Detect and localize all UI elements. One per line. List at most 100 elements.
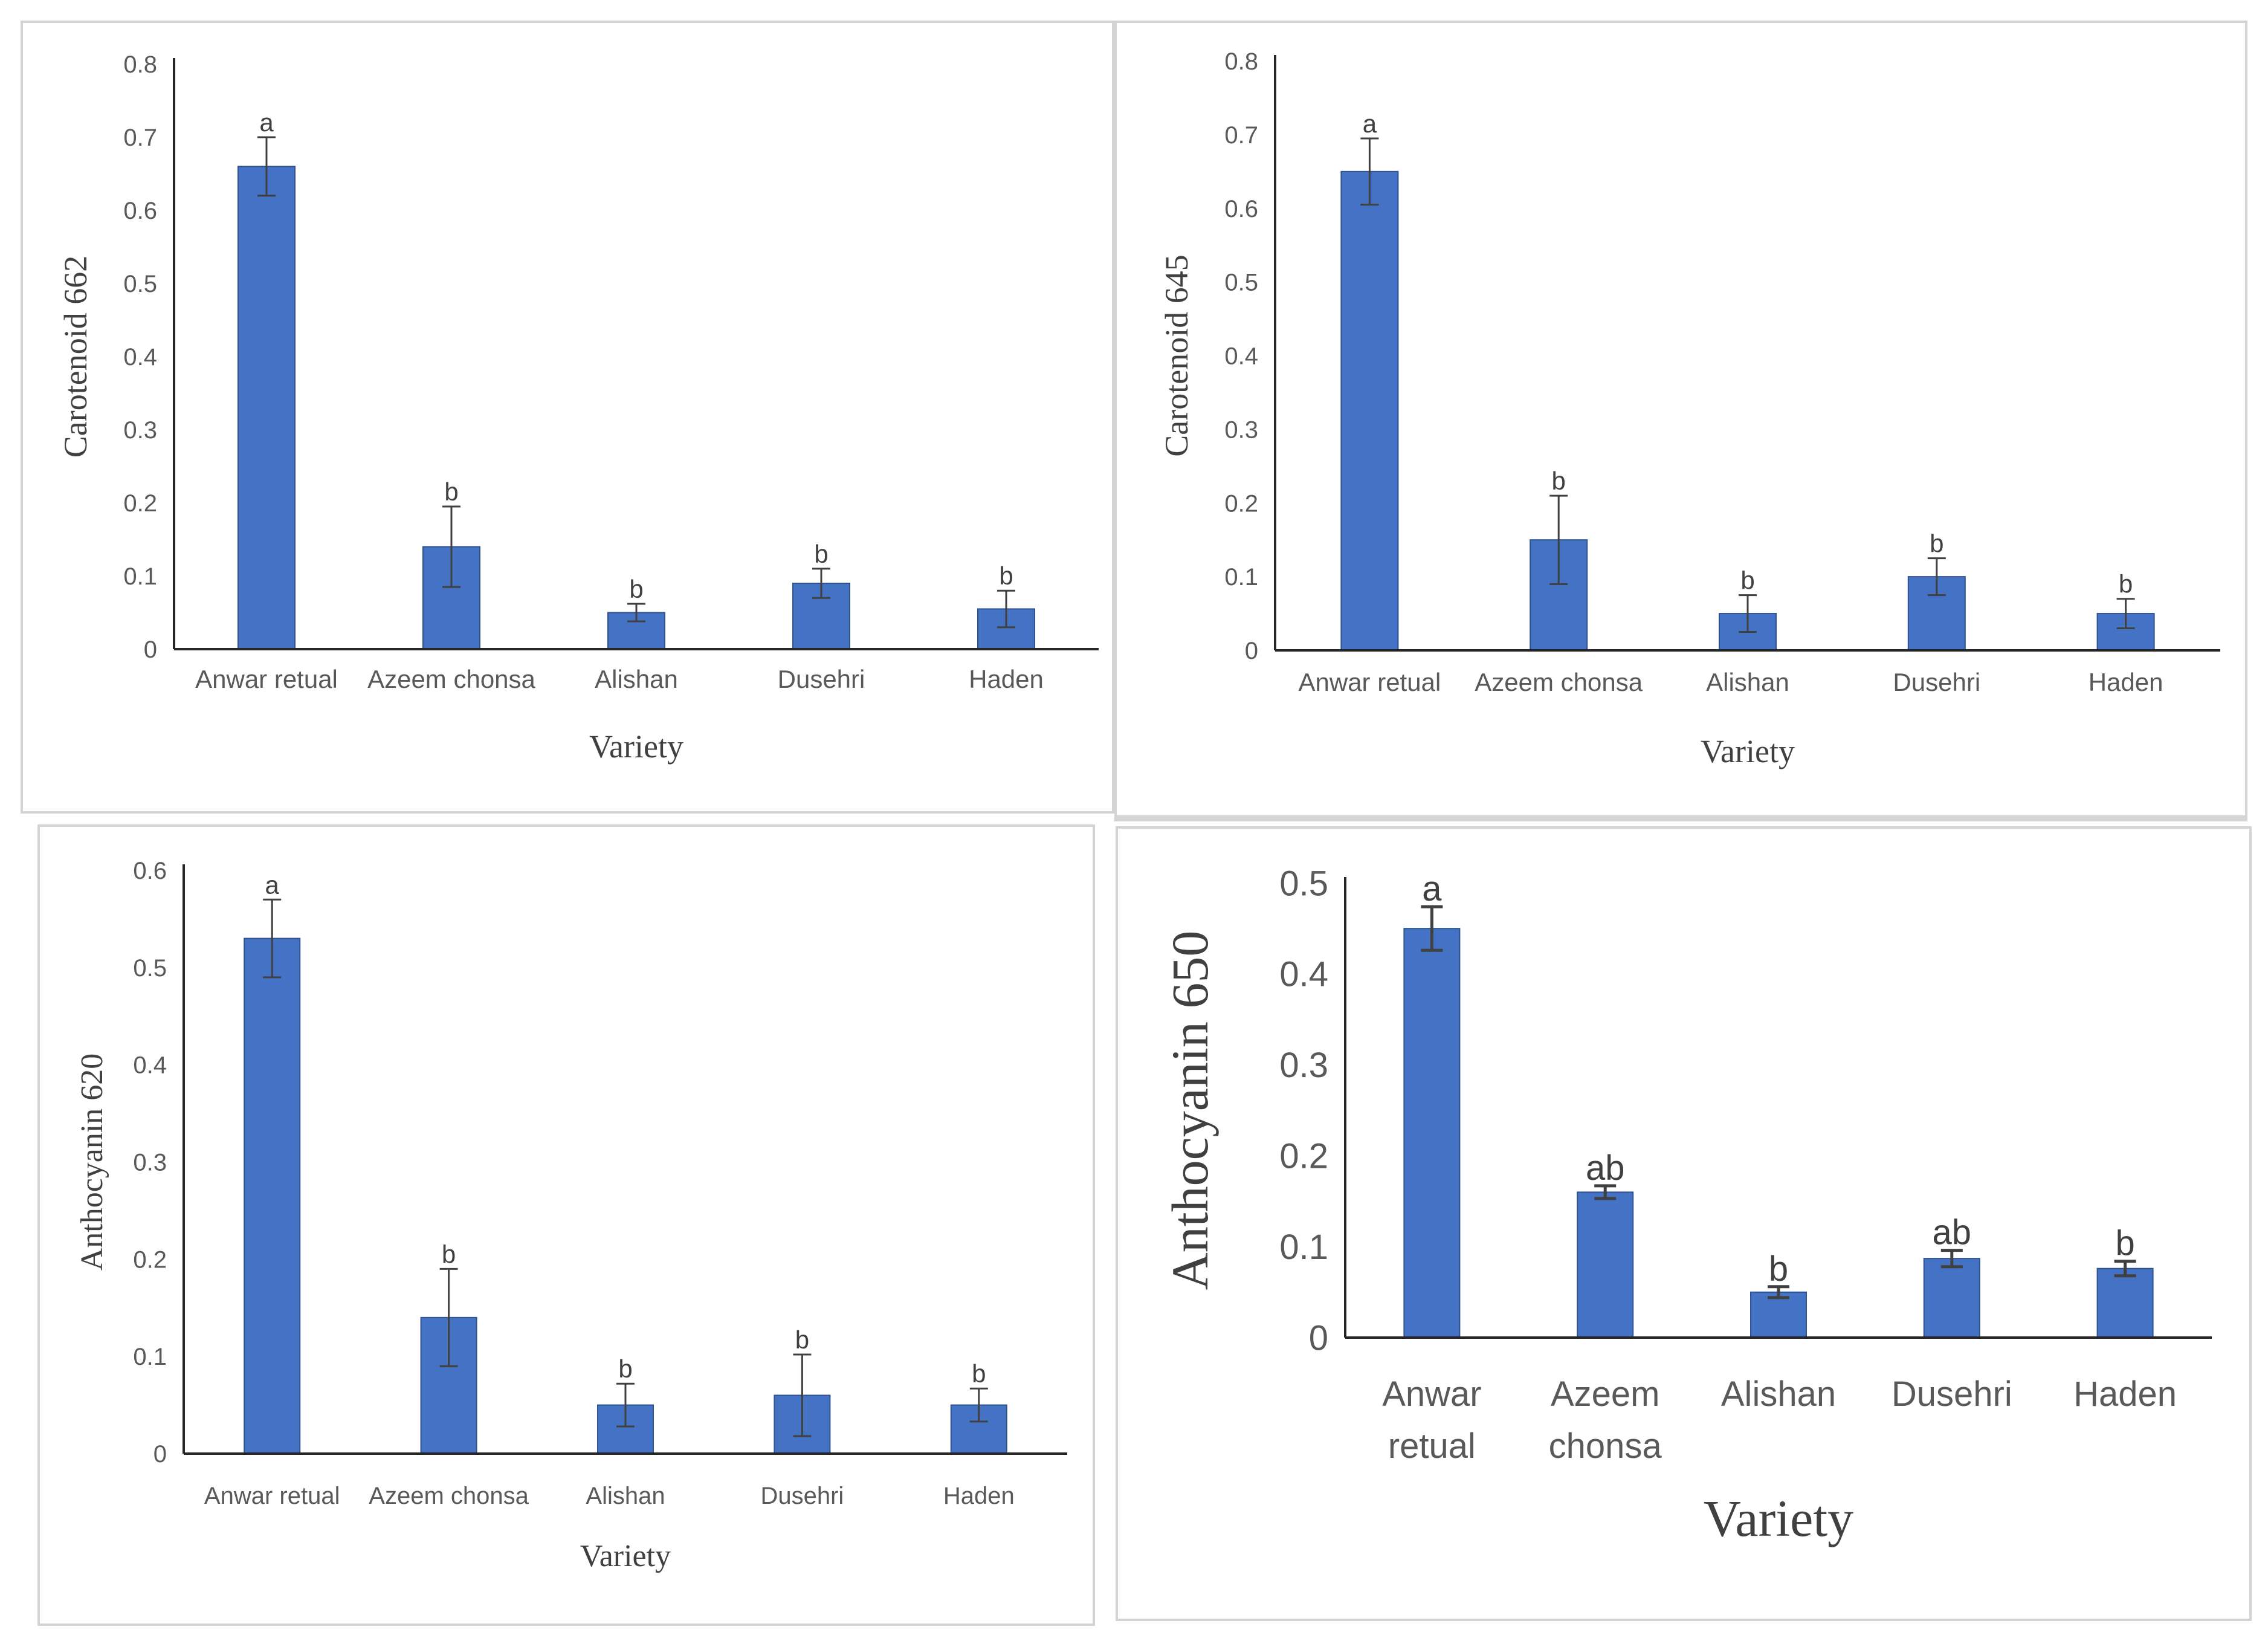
significance-letter: b [795, 1326, 809, 1354]
y-tick-label: 0.5 [133, 955, 167, 982]
x-category-label: Azeem chonsa [369, 1483, 529, 1509]
y-tick-label: 0 [144, 636, 157, 663]
y-tick-label: 0.2 [1279, 1137, 1328, 1176]
error-bar [439, 1267, 458, 1367]
error-bar [1360, 137, 1379, 206]
x-category-label: Dusehri [760, 1483, 844, 1509]
y-tick-label: 0 [1309, 1318, 1328, 1358]
bar [2096, 1267, 2154, 1338]
x-category-label: Dusehri [1892, 1374, 2012, 1414]
y-tick-label: 0.1 [1279, 1228, 1328, 1267]
x-category-label: Alishan [595, 665, 678, 693]
y-tick-label: 0 [153, 1441, 167, 1468]
y-tick-label: 0.5 [1224, 270, 1258, 296]
y-tick-label: 0.6 [1224, 196, 1258, 222]
chart-svg-anthocyanin-620: 0 0.1 0.2 0.3 0.4 0.5 0.6 a Anwar retual b Azeem c… [75, 858, 1067, 1573]
x-category-label: Anwar retual [204, 1483, 340, 1509]
x-category-label: Haden [2089, 668, 2163, 696]
error-bar [1594, 1184, 1617, 1200]
significance-letter: b [1769, 1249, 1788, 1289]
bar [1923, 1258, 1980, 1338]
x-axis-title: Variety [589, 728, 683, 765]
x-category-label: Azeem chonsa [1475, 668, 1643, 696]
bar [237, 166, 296, 650]
error-bar [627, 603, 645, 623]
x-axis-title: Variety [580, 1539, 671, 1573]
y-axis-title: Anthocyanin 620 [75, 1054, 109, 1271]
chart-panel-anthocyanin-650: 0 0.1 0.2 0.3 0.4 0.5 a Anwar retual ab Azeem chons… [1116, 826, 2252, 1621]
bar [1530, 539, 1588, 651]
chart-panel-carotenoid-662: 0 0.1 0.2 0.3 0.4 0.5 0.6 0.7 0.8 a Anwar retual b A… [21, 21, 1114, 814]
y-tick-label: 0.3 [1224, 416, 1258, 443]
x-category-label: Dusehri [1893, 668, 1980, 696]
chart-svg-carotenoid-662: 0 0.1 0.2 0.3 0.4 0.5 0.6 0.7 0.8 a Anwar retual b A… [57, 51, 1099, 765]
x-axis-title: Variety [1701, 733, 1795, 769]
x-category-label: Alishan [586, 1483, 665, 1509]
significance-letter: b [972, 1359, 986, 1388]
x-category-label: Alishan [1706, 668, 1789, 696]
significance-letter: b [629, 575, 643, 603]
chart-panel-carotenoid-645: 0 0.1 0.2 0.3 0.4 0.5 0.6 0.7 0.8 a Anwar retual b A… [1114, 21, 2247, 821]
bar [1750, 1291, 1807, 1338]
y-axis-title: Anthocyanin 650 [1161, 931, 1219, 1290]
error-bar [1549, 494, 1568, 585]
error-bar [1940, 1249, 1963, 1269]
y-tick-label: 0.5 [123, 271, 157, 297]
x-category-label: Alishan [1721, 1374, 1836, 1414]
error-bar [442, 505, 460, 588]
significance-letter: a [1422, 869, 1442, 908]
y-tick-label: 0.4 [123, 344, 157, 371]
y-tick-label: 0.1 [1224, 564, 1258, 591]
y-tick-label: 0.1 [133, 1344, 167, 1370]
x-category-label: Azeem chonsa [367, 665, 535, 693]
y-tick-label: 0 [1245, 638, 1258, 664]
x-axis-title: Variety [1704, 1489, 1853, 1547]
y-tick-label: 0.5 [1279, 864, 1328, 903]
x-category-label: Anwar retual [1382, 1374, 1481, 1466]
y-tick-label: 0.7 [1224, 122, 1258, 149]
y-tick-label: 0.4 [1224, 343, 1258, 370]
error-bar [812, 568, 830, 599]
error-bar [2116, 598, 2135, 629]
error-bar [2114, 1260, 2136, 1278]
significance-letter: b [1740, 566, 1754, 595]
significance-letter: b [1552, 467, 1566, 495]
y-axis-title: Carotenoid 662 [57, 256, 94, 458]
x-category-label: Anwar retual [195, 665, 338, 693]
y-tick-label: 0.3 [123, 417, 157, 444]
bar [1403, 928, 1461, 1338]
significance-letter: b [442, 1240, 456, 1268]
error-bar [1927, 557, 1946, 597]
significance-letter: ab [1933, 1213, 1972, 1252]
significance-letter: b [814, 540, 828, 568]
y-tick-label: 0.8 [1224, 48, 1258, 75]
y-tick-label: 0.8 [123, 51, 157, 78]
bar [244, 937, 301, 1455]
significance-letter: b [618, 1355, 632, 1383]
y-tick-label: 0.2 [1224, 490, 1258, 517]
error-bar [997, 589, 1015, 629]
y-tick-label: 0.4 [1279, 955, 1328, 994]
y-tick-label: 0.1 [123, 563, 157, 590]
chart-panel-anthocyanin-620: 0 0.1 0.2 0.3 0.4 0.5 0.6 a Anwar retual b Azeem c… [37, 824, 1095, 1626]
error-bar [616, 1382, 635, 1428]
significance-letter: b [2115, 1224, 2134, 1263]
x-category-label: Haden [943, 1483, 1015, 1509]
x-category-label: Dusehri [778, 665, 865, 693]
y-axis-title: Carotenoid 645 [1158, 254, 1195, 456]
x-category-label: Haden [2073, 1374, 2177, 1414]
significance-letter: a [265, 870, 280, 899]
error-bar [263, 898, 282, 979]
y-tick-label: 0.3 [133, 1150, 167, 1176]
significance-letter: b [444, 477, 458, 506]
chart-svg-carotenoid-645: 0 0.1 0.2 0.3 0.4 0.5 0.6 0.7 0.8 a Anwar retual b A… [1158, 48, 2220, 769]
chart-svg-anthocyanin-650: 0 0.1 0.2 0.3 0.4 0.5 a Anwar retual ab Azeem chons… [1161, 864, 2212, 1547]
y-tick-label: 0.2 [123, 490, 157, 517]
significance-letter: a [259, 108, 274, 137]
error-bar [1739, 594, 1757, 633]
x-category-label: Anwar retual [1299, 668, 1441, 696]
y-tick-label: 0.6 [123, 198, 157, 224]
bar [1577, 1191, 1634, 1338]
significance-letter: b [999, 562, 1013, 590]
error-bar [793, 1353, 812, 1437]
